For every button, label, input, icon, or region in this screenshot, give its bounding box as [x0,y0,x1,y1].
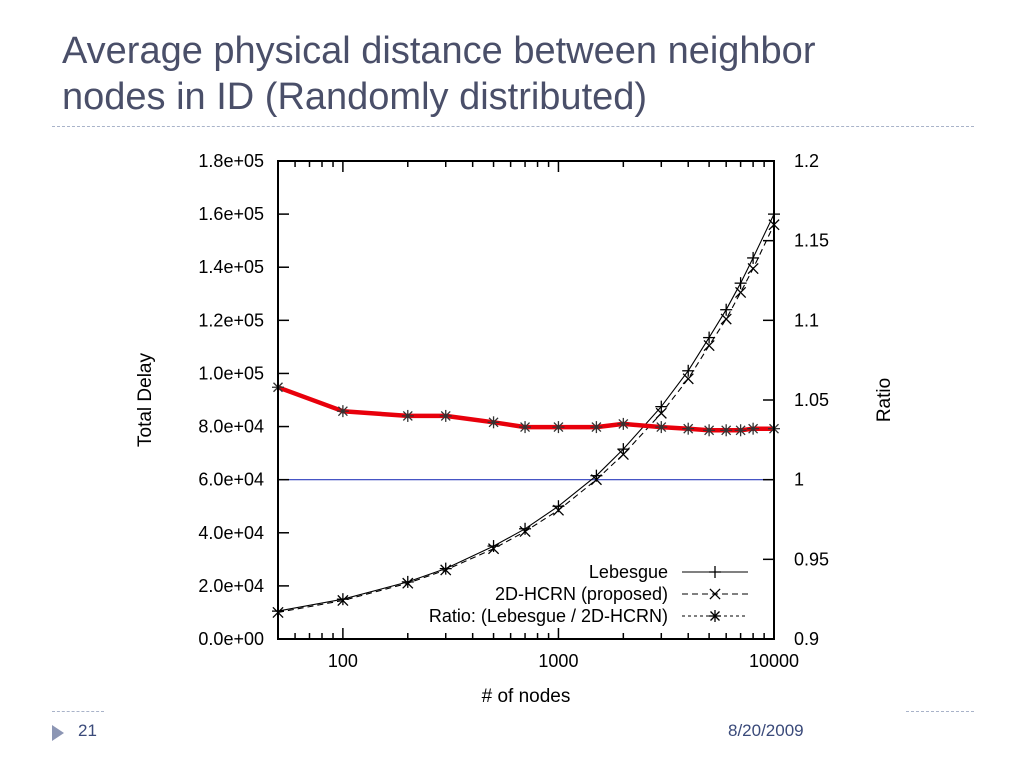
ticks-layer: 100 1000 10000 0.0e+00 2.0e+04 4.0e+04 6.0e+04… [198,151,829,671]
y-left-tick-label: 8.0e+04 [198,417,264,437]
data-point [552,421,565,434]
data-point [401,575,414,588]
data-point [337,594,349,607]
data-point [487,416,500,429]
data-point [682,364,695,377]
data-point [734,277,747,290]
data-point [734,424,747,437]
series-3 [272,381,780,437]
y-right-tick-label: 0.9 [794,629,819,649]
legend-marker [709,610,721,622]
data-point [519,525,531,538]
data-point [440,564,452,576]
data-point [747,262,759,275]
data-point [703,424,716,437]
y-left-tick-label: 1.2e+05 [198,310,264,330]
data-point [720,303,733,316]
y-left-axis-label: Total Delay [135,353,156,447]
series-line [277,213,775,612]
plot-frame [277,160,775,640]
data-point [747,251,760,264]
legend-label: Lebesgue [589,562,668,582]
data-point [617,443,630,456]
y-right-tick-label: 0.95 [794,549,829,569]
slide-title-line-1: Average physical distance between neighb… [62,30,816,72]
data-point [720,313,732,325]
data-point [402,577,414,589]
legend-marker [709,566,721,578]
data-point [336,405,349,418]
y-left-tick-label: 4.0e+04 [198,523,264,543]
slide-title-line-2: nodes in ID (Randomly distributed) [62,76,648,118]
series-line [277,224,775,613]
series-line [277,385,774,433]
data-point [519,522,532,535]
y-right-tick-label: 1.05 [794,390,829,410]
y-right-tick-label: 1 [794,470,804,490]
data-point [487,543,500,555]
y-left-tick-label: 0.0e+00 [198,629,264,649]
data-point [617,417,630,430]
data-point [590,421,603,434]
data-point [655,407,667,419]
title-divider [52,126,974,127]
legend-item-3: Ratio: (Lebesgue / 2D-HCRN) [429,606,748,626]
data-point [703,340,715,352]
data-point [655,421,668,434]
footer-divider-left [52,711,104,712]
footer-arrow-icon [52,725,64,741]
y-right-tick-label: 1.2 [794,151,819,171]
y-right-axis-label: Ratio [874,378,895,422]
data-point [401,409,414,422]
slide-title: Average physical distance between neighb… [62,28,962,120]
legend-label: 2D-HCRN (proposed) [495,584,668,604]
legend-item-2: 2D-HCRN (proposed) [495,584,748,604]
x-tick-label: 10000 [749,651,799,671]
x-axis-label: # of nodes [482,686,571,707]
x-tick-label: 100 [328,651,358,671]
y-right-tick-label: 1.1 [794,310,819,330]
legend-item-1: Lebesgue [589,562,748,582]
data-point [590,474,602,486]
y-right-tick-label: 1.15 [794,231,829,251]
footer-divider-right [906,711,974,712]
data-point [439,562,452,575]
y-left-tick-label: 1.4e+05 [198,257,264,277]
y-left-tick-label: 2.0e+04 [198,576,264,596]
legend-label: Ratio: (Lebesgue / 2D-HCRN) [429,606,668,626]
page-number: 21 [78,721,97,740]
data-point [682,373,694,385]
data-point [747,422,760,435]
y-left-tick-label: 1.0e+05 [198,363,264,383]
y-left-tick-label: 1.8e+05 [198,151,264,171]
data-point [552,504,565,516]
plot-layer [272,208,780,619]
data-point [519,421,532,434]
slide-date: 8/20/2009 [728,721,804,740]
series-2 [272,219,780,619]
data-point [720,424,733,437]
x-tick-label: 1000 [538,651,578,671]
data-point [682,422,695,435]
data-point [617,448,629,460]
data-point [439,409,452,422]
data-point [735,286,747,299]
y-left-tick-label: 1.6e+05 [198,204,264,224]
data-point [655,400,668,413]
data-point [703,331,716,344]
y-left-tick-label: 6.0e+04 [198,470,264,490]
legend-marker [709,588,721,600]
